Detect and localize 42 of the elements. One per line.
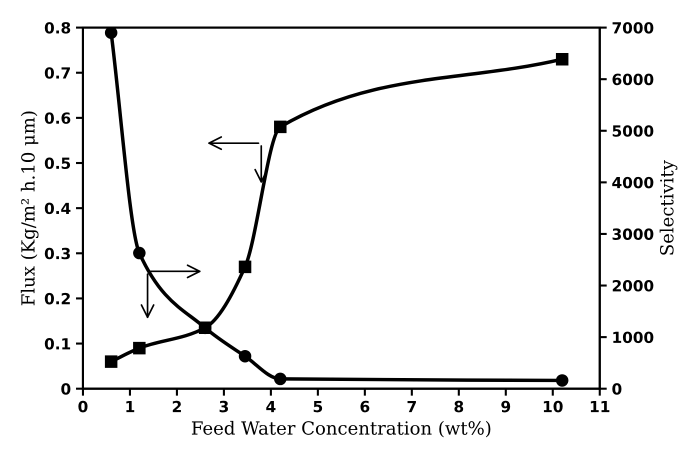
x-tick-label: 10 bbox=[544, 400, 563, 412]
y2-tick-label: 7000 bbox=[612, 22, 654, 34]
x-tick-label: 8 bbox=[454, 400, 464, 412]
y-tick-label: 0.4 bbox=[44, 202, 70, 214]
y-tick-label: 0.7 bbox=[44, 67, 70, 79]
y-tick-label: 0.8 bbox=[44, 22, 70, 34]
x-tick-label: 0 bbox=[78, 400, 88, 412]
x-tick-label: 1 bbox=[126, 400, 134, 412]
x-tick-label: 7 bbox=[408, 400, 416, 412]
x-tick-label: 5 bbox=[314, 400, 322, 412]
y2-tick-label: 4000 bbox=[612, 176, 654, 188]
y2-tick-label: 0 bbox=[612, 383, 622, 395]
y-tick-label: 0.2 bbox=[44, 292, 70, 304]
x-tick-label: 9 bbox=[501, 400, 510, 412]
y2-tick-label: 1000 bbox=[613, 332, 654, 344]
y-tick-label: 0 bbox=[61, 383, 70, 395]
y2-axis-title: Selectivity bbox=[660, 160, 678, 255]
x-tick-label: 3 bbox=[220, 400, 228, 412]
y2-tick-label: 2000 bbox=[612, 280, 654, 292]
point bbox=[238, 350, 252, 362]
point bbox=[133, 246, 146, 260]
y-axis-title: Flux (Kg/m² h.10 μm) bbox=[20, 112, 39, 306]
y-tick-label: 0.3 bbox=[44, 248, 70, 260]
point bbox=[274, 120, 287, 134]
x-tick-label: 6 bbox=[360, 400, 370, 412]
y-tick-label: 0.1 bbox=[44, 338, 70, 350]
point bbox=[104, 355, 118, 368]
point bbox=[556, 52, 568, 66]
point bbox=[556, 374, 568, 387]
point bbox=[104, 28, 118, 40]
y-tick-label: 0.6 bbox=[44, 112, 70, 124]
x-tick-label: 2 bbox=[172, 400, 181, 412]
y2-tick-label: 6000 bbox=[612, 74, 654, 86]
point bbox=[133, 342, 146, 354]
point bbox=[238, 260, 252, 274]
y2-tick-label: 5000 bbox=[612, 125, 654, 137]
x-tick-label: 11 bbox=[590, 400, 610, 412]
y2-tick-label: 3000 bbox=[612, 228, 654, 240]
y-tick-label: 0.5 bbox=[44, 157, 70, 170]
x-axis-title: Feed Water Concentration (wt%) bbox=[192, 420, 490, 438]
x-tick-label: 4 bbox=[266, 400, 276, 412]
point bbox=[274, 372, 287, 386]
